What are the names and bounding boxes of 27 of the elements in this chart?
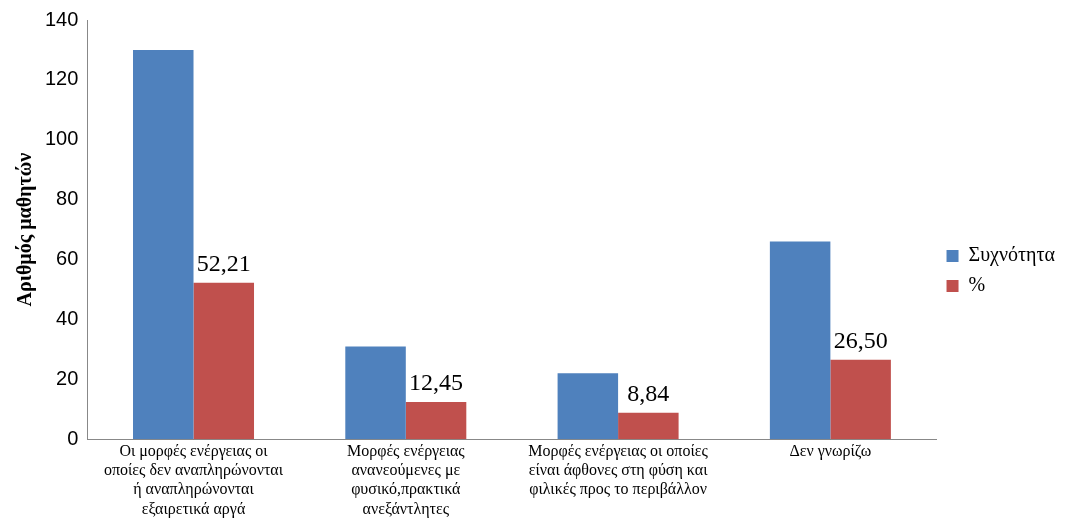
y-axis-title: Αριθμός μαθητών (13, 152, 37, 307)
y-tick-label: 20 (56, 366, 79, 389)
y-tick-label: 40 (56, 306, 79, 329)
data-label: 8,84 (627, 380, 670, 407)
legend-label: % (968, 273, 986, 296)
bar (133, 49, 194, 440)
bar (769, 241, 831, 440)
bar (557, 373, 619, 440)
y-tick-label: 120 (44, 67, 79, 90)
bar (345, 346, 406, 440)
x-tick-label: Δεν γνωρίζω (789, 442, 872, 460)
legend-label: Συχνότητα (968, 243, 1056, 267)
data-label: 26,50 (833, 327, 888, 354)
x-tick-label: Οι μορφές ενέργειας οι οποίες δεν αναπληρώνονται ή αναπληρώνονται εξαιρετικά αργά (103, 442, 284, 518)
bar (193, 282, 255, 440)
y-tick-label: 80 (56, 187, 79, 210)
y-tick-label: 60 (56, 247, 79, 270)
x-tick-label: Μορφές ενέργειας ανανεούμενες με φυσικό,πρακτικά ανεξάντλητες (346, 442, 466, 518)
y-tick-label: 100 (44, 127, 79, 150)
x-tick-label: Μορφές ενέργειας οι οποίες είναι άφθονες στη φύση και φιλικές προς το περιβάλλον (528, 442, 709, 499)
bar (830, 359, 891, 440)
y-tick-label: 0 (67, 426, 79, 449)
y-tick-label: 140 (44, 7, 79, 30)
bar (405, 401, 467, 440)
data-label: 52,21 (196, 250, 251, 277)
bar (618, 412, 679, 440)
data-label: 12,45 (409, 369, 464, 396)
